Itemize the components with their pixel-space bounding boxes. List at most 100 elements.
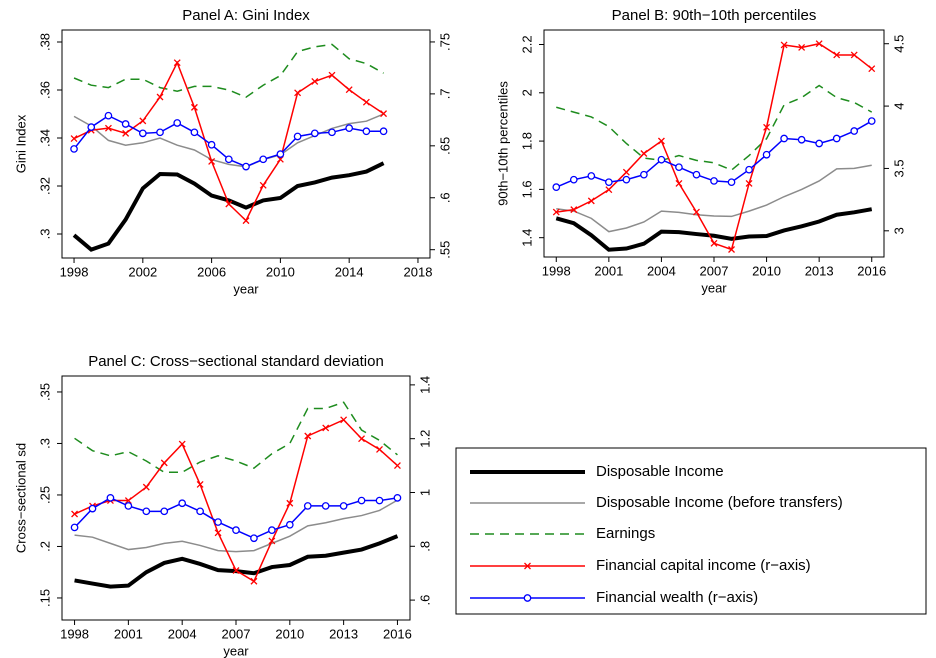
series-line (74, 499, 398, 553)
y-tick-label: .38 (37, 33, 52, 51)
marker-circle (339, 502, 348, 510)
marker-circle (285, 520, 294, 529)
marker-circle (357, 496, 366, 505)
series-line (72, 161, 385, 252)
series-line (73, 113, 384, 168)
marker-x (362, 98, 370, 106)
marker-circle (345, 124, 354, 133)
marker-x (71, 510, 79, 518)
y-tick-label: .3 (37, 438, 52, 449)
marker-circle (710, 177, 718, 185)
y2-tick-label: 4 (891, 102, 906, 109)
marker-x (745, 179, 753, 187)
x-axis-label: year (233, 281, 259, 296)
marker-x (225, 200, 233, 208)
y-tick-label: .34 (37, 129, 52, 147)
marker-circle (762, 150, 771, 159)
marker-circle (190, 128, 199, 137)
x-axis-label: year (701, 280, 727, 295)
marker-circle (88, 504, 97, 513)
x-axis-label: year (223, 643, 249, 658)
x-tick-label: 2001 (114, 626, 143, 641)
marker-circle (675, 163, 683, 172)
y-tick-label: .15 (37, 589, 52, 607)
marker-x (622, 168, 630, 176)
chart-title: Panel C: Cross−sectional standard deviat… (88, 353, 384, 370)
marker-x (850, 51, 858, 59)
y2-tick-label: .6 (417, 595, 432, 606)
marker-x (380, 110, 388, 118)
y-axis-label: Cross−sectional sd (13, 443, 28, 553)
marker-circle (303, 502, 312, 510)
y2-tick-label: 3.5 (891, 159, 906, 177)
y-tick-label: .36 (37, 81, 52, 99)
marker-circle (587, 172, 596, 180)
x-tick-label: 2001 (594, 263, 623, 278)
x-tick-label: 2007 (222, 626, 251, 641)
marker-circle (124, 502, 133, 510)
legend-marker (524, 562, 531, 570)
marker-x (242, 217, 250, 225)
marker-x (286, 499, 294, 507)
y-tick-label: 1.8 (519, 132, 534, 150)
marker-x (196, 480, 204, 488)
marker-x (142, 483, 150, 491)
marker-x (104, 124, 112, 132)
x-tick-label: 2004 (647, 263, 676, 278)
marker-circle (375, 496, 384, 505)
marker-x (178, 440, 186, 448)
x-tick-label: 2010 (266, 264, 295, 279)
marker-x (376, 445, 383, 453)
marker-circle (310, 129, 319, 138)
legend-label: Earnings (596, 525, 655, 542)
marker-x (358, 435, 366, 443)
y-tick-label: 1.6 (519, 180, 534, 198)
x-tick-label: 2014 (335, 264, 364, 279)
y-axis-label: 90th−10th percentiles (495, 81, 510, 206)
marker-x (657, 137, 665, 145)
marker-circle (232, 526, 240, 534)
marker-circle (328, 128, 336, 137)
marker-circle (242, 162, 250, 171)
chart-title: Panel B: 90th−10th percentiles (612, 7, 817, 24)
marker-x (693, 208, 700, 216)
marker-circle (640, 170, 648, 179)
y2-tick-label: 3 (891, 227, 906, 234)
y-axis-label: Gini Index (13, 114, 28, 173)
x-tick-label: 2013 (329, 626, 358, 641)
marker-circle (250, 534, 258, 543)
marker-circle (622, 175, 631, 184)
x-tick-label: 2002 (128, 264, 157, 279)
x-tick-label: 2010 (752, 263, 781, 278)
y2-tick-label: .8 (417, 541, 432, 552)
marker-circle (393, 494, 402, 502)
marker-circle (276, 150, 285, 158)
marker-circle (780, 134, 788, 143)
marker-circle (259, 155, 268, 164)
marker-x (268, 537, 276, 545)
marker-x (208, 157, 216, 165)
series-line (556, 84, 873, 171)
marker-circle (178, 499, 187, 508)
marker-circle (196, 507, 204, 516)
series-line (555, 207, 873, 252)
marker-circle (268, 526, 276, 534)
marker-x (328, 71, 336, 79)
legend-label: Disposable Income (before transfers) (596, 494, 843, 511)
marker-x (728, 246, 735, 253)
plot-frame (61, 29, 431, 259)
marker-x (868, 65, 876, 73)
marker-x (552, 208, 560, 216)
marker-x (322, 424, 330, 432)
x-tick-label: 2006 (197, 264, 226, 279)
x-tick-label: 2010 (275, 626, 304, 641)
marker-x (259, 181, 267, 189)
marker-circle (224, 155, 233, 164)
y-tick-label: 2.2 (519, 35, 534, 53)
marker-circle (70, 145, 78, 153)
marker-x (710, 239, 718, 247)
marker-x (190, 103, 198, 111)
y-tick-label: .3 (37, 229, 52, 240)
marker-circle (207, 140, 216, 149)
x-tick-label: 2018 (404, 264, 433, 279)
